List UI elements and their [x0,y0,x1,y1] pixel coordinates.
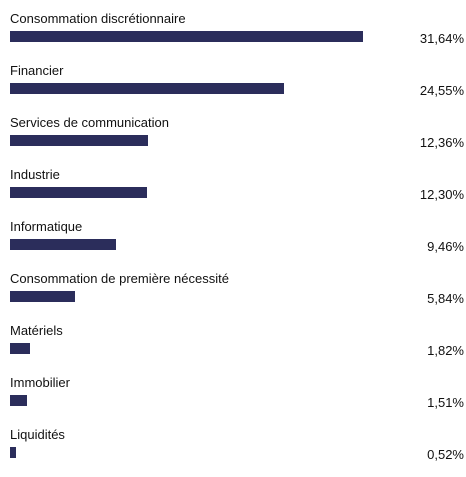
value-label: 31,64% [419,31,464,46]
value-label: 1,82% [427,343,464,358]
bar-row: Consommation discrétionnaire 31,64% [0,11,466,61]
value-label: 12,30% [419,187,464,202]
bar-row: Services de communication 12,36% [0,115,466,165]
bar [10,31,363,42]
bar [10,395,27,406]
bar [10,83,284,94]
bar [10,447,16,458]
bar-row: Consommation de première nécessité 5,84% [0,271,466,321]
category-label: Matériels [10,323,63,338]
bar-row: Matériels 1,82% [0,323,466,373]
category-label: Informatique [10,219,83,234]
category-label: Services de communication [10,115,169,130]
bar [10,135,148,146]
bar-row: Industrie 12,30% [0,167,466,217]
category-label: Industrie [10,167,60,182]
bar-row: Immobilier 1,51% [0,375,466,425]
bar-row: Informatique 9,46% [0,219,466,269]
value-label: 24,55% [419,83,464,98]
category-label: Consommation discrétionnaire [10,11,186,26]
bar [10,343,30,354]
category-label: Liquidités [10,427,65,442]
bar [10,239,116,250]
bar-row: Liquidités 0,52% [0,427,466,477]
category-label: Consommation de première nécessité [10,271,229,286]
value-label: 0,52% [427,447,464,462]
category-label: Financier [10,63,64,78]
value-label: 12,36% [419,135,464,150]
sector-allocation-chart: Consommation discrétionnaire 31,64% Financ… [0,11,466,462]
value-label: 9,46% [427,239,464,254]
category-label: Immobilier [10,375,70,390]
value-label: 1,51% [427,395,464,410]
value-label: 5,84% [427,291,464,306]
bar-row: Financier 24,55% [0,63,466,113]
bar [10,187,147,198]
bar [10,291,75,302]
